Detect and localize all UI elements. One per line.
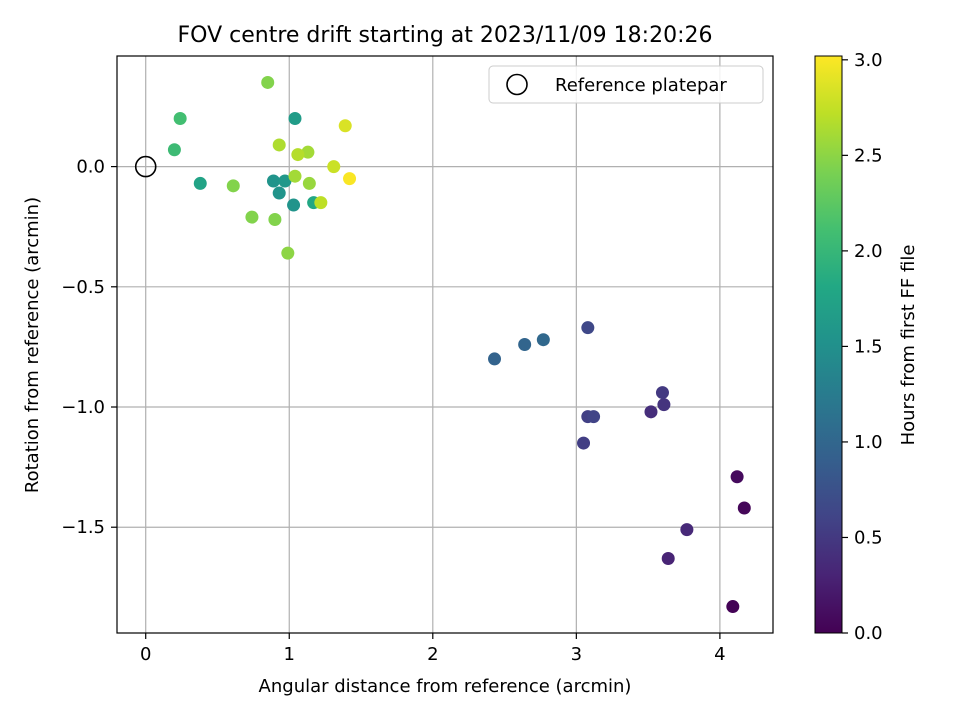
data-point (261, 75, 275, 89)
y-tick-label: −0.5 (61, 277, 105, 298)
y-tick-label: 0.0 (76, 157, 105, 178)
data-point (488, 352, 502, 366)
data-point (730, 470, 744, 484)
y-tick-label: −1.0 (61, 397, 105, 418)
colorbar-label: Hours from first FF file (898, 245, 919, 446)
data-points (167, 75, 751, 614)
x-tick-label: 1 (284, 644, 295, 665)
data-point (167, 143, 181, 157)
data-point (726, 600, 740, 614)
data-point (302, 176, 316, 190)
data-point (245, 210, 259, 224)
y-axis-ticks: 0.0 −0.5 −1.0 −1.5 (61, 157, 117, 538)
data-point (655, 386, 669, 400)
data-point (657, 398, 671, 412)
data-point (577, 436, 591, 450)
y-tick-label: −1.5 (61, 517, 105, 538)
colorbar-tick-label: 2.5 (854, 145, 883, 166)
data-point (581, 321, 595, 335)
y-axis-label: Rotation from reference (arcmin) (22, 197, 43, 493)
data-point (587, 410, 601, 424)
data-point (278, 174, 292, 188)
data-point (536, 333, 550, 347)
colorbar-tick-label: 3.0 (854, 50, 883, 71)
colorbar-tick-label: 1.5 (854, 336, 883, 357)
data-point (518, 338, 532, 351)
x-tick-label: 2 (427, 644, 438, 665)
data-point (327, 160, 341, 174)
grid-lines (117, 56, 773, 633)
colorbar-tick-label: 1.0 (854, 432, 883, 453)
data-point (291, 148, 305, 162)
legend-box (488, 65, 764, 104)
data-point (193, 176, 207, 190)
colorbar-tick-label: 0.5 (854, 527, 883, 548)
legend: Reference platepar (488, 65, 764, 104)
colorbar-ticks: 0.0 0.5 1.0 1.5 2.0 2.5 3.0 (842, 50, 883, 644)
data-point (272, 186, 286, 200)
data-point (266, 174, 280, 188)
colorbar-tick-label: 2.0 (854, 241, 883, 262)
data-point (281, 246, 295, 260)
data-point (314, 196, 328, 210)
x-tick-label: 0 (140, 644, 151, 665)
reference-platepar-marker (134, 155, 157, 178)
data-point (343, 172, 357, 186)
data-point (737, 501, 751, 515)
data-point (272, 138, 286, 152)
x-axis-label: Angular distance from reference (arcmin) (259, 676, 632, 697)
data-point (288, 112, 302, 126)
legend-marker (506, 73, 528, 96)
chart-title: FOV centre drift starting at 2023/11/09 … (178, 23, 713, 48)
data-point (661, 551, 675, 565)
data-point (287, 198, 301, 212)
plot-frame (116, 55, 774, 634)
x-tick-label: 3 (571, 644, 582, 665)
data-point (301, 145, 315, 159)
x-tick-label: 4 (714, 644, 725, 665)
data-point (338, 119, 352, 133)
data-point (644, 405, 658, 419)
data-point (173, 112, 187, 126)
data-point (680, 523, 694, 537)
data-point (288, 169, 302, 183)
legend-entry-label: Reference platepar (555, 75, 727, 96)
colorbar-tick-label: 0.0 (854, 623, 883, 644)
colorbar (814, 55, 843, 634)
data-point (226, 179, 240, 193)
data-point (268, 212, 282, 226)
x-axis-ticks: 0 1 2 3 4 (140, 633, 726, 665)
